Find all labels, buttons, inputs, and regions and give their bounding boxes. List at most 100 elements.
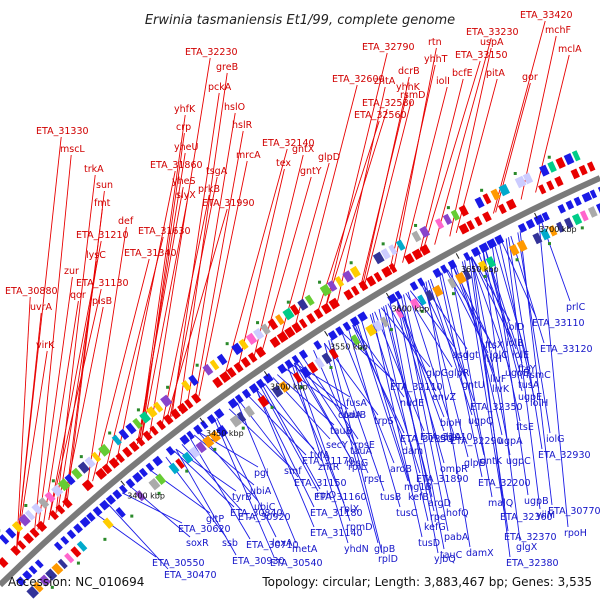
reverse-gene-label: ETA_33120 — [540, 344, 593, 355]
gene-block — [458, 204, 469, 217]
forward-gene-label: tsgA — [206, 166, 228, 177]
forward-leader — [520, 35, 557, 200]
reverse-gene-label: rplX — [340, 504, 360, 515]
marker-dot — [79, 455, 83, 459]
gene-block — [284, 359, 294, 369]
reverse-leader — [519, 231, 553, 506]
reverse-leader — [425, 281, 471, 548]
forward-leader — [55, 174, 96, 514]
forward-leader — [169, 176, 218, 419]
gene-block — [482, 193, 492, 205]
gene-block — [417, 277, 426, 287]
reverse-gene-label: ETA_30770 — [548, 506, 600, 517]
genome-summary-text: Topology: circular; Length: 3,883,467 bp… — [261, 575, 592, 589]
reverse-gene-label: ETA_32010 — [420, 432, 473, 443]
gene-block — [22, 570, 33, 581]
gene-block — [105, 494, 116, 505]
forward-gene-label: pitA — [486, 68, 505, 79]
reverse-gene-label: ftsY — [518, 364, 536, 375]
forward-gene-label: yhhK — [396, 82, 421, 93]
marker-dot — [580, 226, 584, 230]
gene-block — [282, 307, 295, 321]
gene-block — [51, 484, 64, 497]
forward-gene-label: ETA_33230 — [466, 27, 519, 38]
gene-block — [248, 383, 260, 394]
reverse-gene-label: glpG — [426, 368, 448, 379]
reverse-gene-label: aroB — [390, 464, 412, 475]
gene-block — [564, 217, 574, 229]
gene-block — [474, 196, 485, 209]
gene-block — [335, 326, 344, 336]
reverse-leader — [255, 389, 315, 528]
marker-dot — [225, 342, 229, 346]
reverse-leader — [491, 245, 529, 496]
gene-block — [466, 220, 475, 231]
reverse-gene-label: ftsX — [485, 340, 504, 351]
reverse-leader — [441, 272, 485, 456]
gene-block — [155, 473, 167, 485]
reverse-leader — [181, 444, 243, 512]
gene-block — [522, 172, 534, 185]
forward-leader — [140, 200, 188, 441]
gene-block — [11, 521, 24, 533]
reverse-leader — [505, 238, 541, 510]
gene-block — [122, 446, 133, 458]
reverse-leader — [108, 504, 169, 570]
forward-leader — [422, 60, 481, 252]
reverse-gene-label: tauB — [330, 426, 352, 437]
forward-gene-label: gntY — [300, 166, 322, 177]
gene-block — [450, 209, 461, 221]
reverse-leader — [371, 312, 423, 538]
gene-block — [319, 283, 332, 297]
gene-block — [313, 340, 323, 350]
reverse-gene-label: rpmD — [346, 522, 373, 533]
gene-block — [516, 239, 528, 253]
gene-block — [71, 467, 83, 480]
gene-block — [135, 436, 146, 447]
gene-block — [411, 248, 423, 261]
reverse-gene-label: secY — [326, 440, 348, 451]
gene-block — [517, 222, 528, 233]
gene-block — [209, 359, 220, 371]
gene-block — [306, 313, 316, 324]
marker-dot — [299, 385, 303, 389]
reverse-gene-label: tusD — [418, 538, 440, 549]
reverse-gene-label: dam — [402, 446, 423, 457]
reverse-leader — [439, 273, 483, 478]
gene-block — [432, 284, 444, 298]
reverse-gene-label: ETA_30550 — [152, 558, 205, 569]
gene-block — [298, 349, 309, 360]
gene-block — [101, 463, 113, 475]
gene-block — [404, 253, 415, 265]
gene-block — [70, 546, 82, 558]
reverse-leader — [328, 340, 383, 554]
gene-block — [142, 430, 153, 442]
reverse-leader — [469, 256, 510, 368]
reverse-gene-label: ubiC — [254, 502, 276, 513]
gene-block — [184, 398, 194, 409]
reverse-gene-label: kefB — [408, 492, 429, 503]
forward-gene-label: greB — [216, 62, 238, 73]
reverse-leader — [228, 408, 289, 466]
gene-block — [253, 327, 265, 341]
gene-block — [419, 244, 431, 256]
forward-leader — [140, 132, 185, 441]
reverse-gene-label: ETA_31850 — [400, 434, 453, 445]
forward-leader — [293, 84, 358, 330]
gene-block — [432, 267, 443, 278]
reverse-gene-label: rsmC — [526, 370, 551, 381]
forward-gene-label: sun — [96, 180, 113, 191]
forward-leader — [86, 226, 127, 486]
gene-block — [18, 513, 31, 527]
forward-leader — [179, 72, 228, 411]
gene-block — [181, 451, 194, 464]
reverse-gene-label: ETA_31140 — [310, 528, 363, 539]
gene-block — [300, 366, 312, 379]
gene-block — [202, 363, 214, 376]
gene-block — [177, 402, 189, 415]
reverse-gene-label: rplD — [378, 554, 398, 565]
gene-block — [485, 256, 497, 268]
reverse-gene-label: ETA_32290 — [450, 436, 503, 447]
gene-block — [227, 397, 239, 409]
